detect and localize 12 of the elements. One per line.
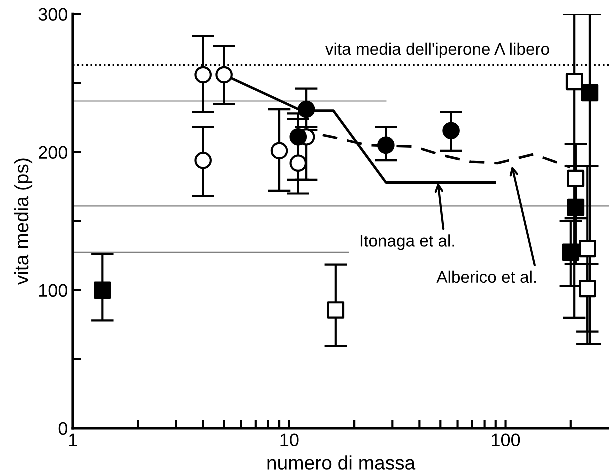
ref-line-label: vita media dell'iperone Λ libero	[325, 42, 550, 58]
y-tick-label: 200	[39, 146, 68, 160]
annotation: Itonaga et al.	[360, 234, 454, 250]
y-tick-label: 100	[39, 284, 68, 298]
x-tick-label: 100	[492, 434, 520, 447]
y-tick-label: 0	[58, 422, 68, 436]
y-tick-label: 300	[38, 8, 68, 21]
x-axis-title: numero di massa	[268, 456, 416, 470]
x-tick-label: 1	[69, 434, 78, 446]
x-tick-label: 10	[280, 434, 299, 447]
y-axis-title: vita media (ps)	[14, 158, 33, 286]
annotation: Alberico et al.	[436, 270, 536, 284]
